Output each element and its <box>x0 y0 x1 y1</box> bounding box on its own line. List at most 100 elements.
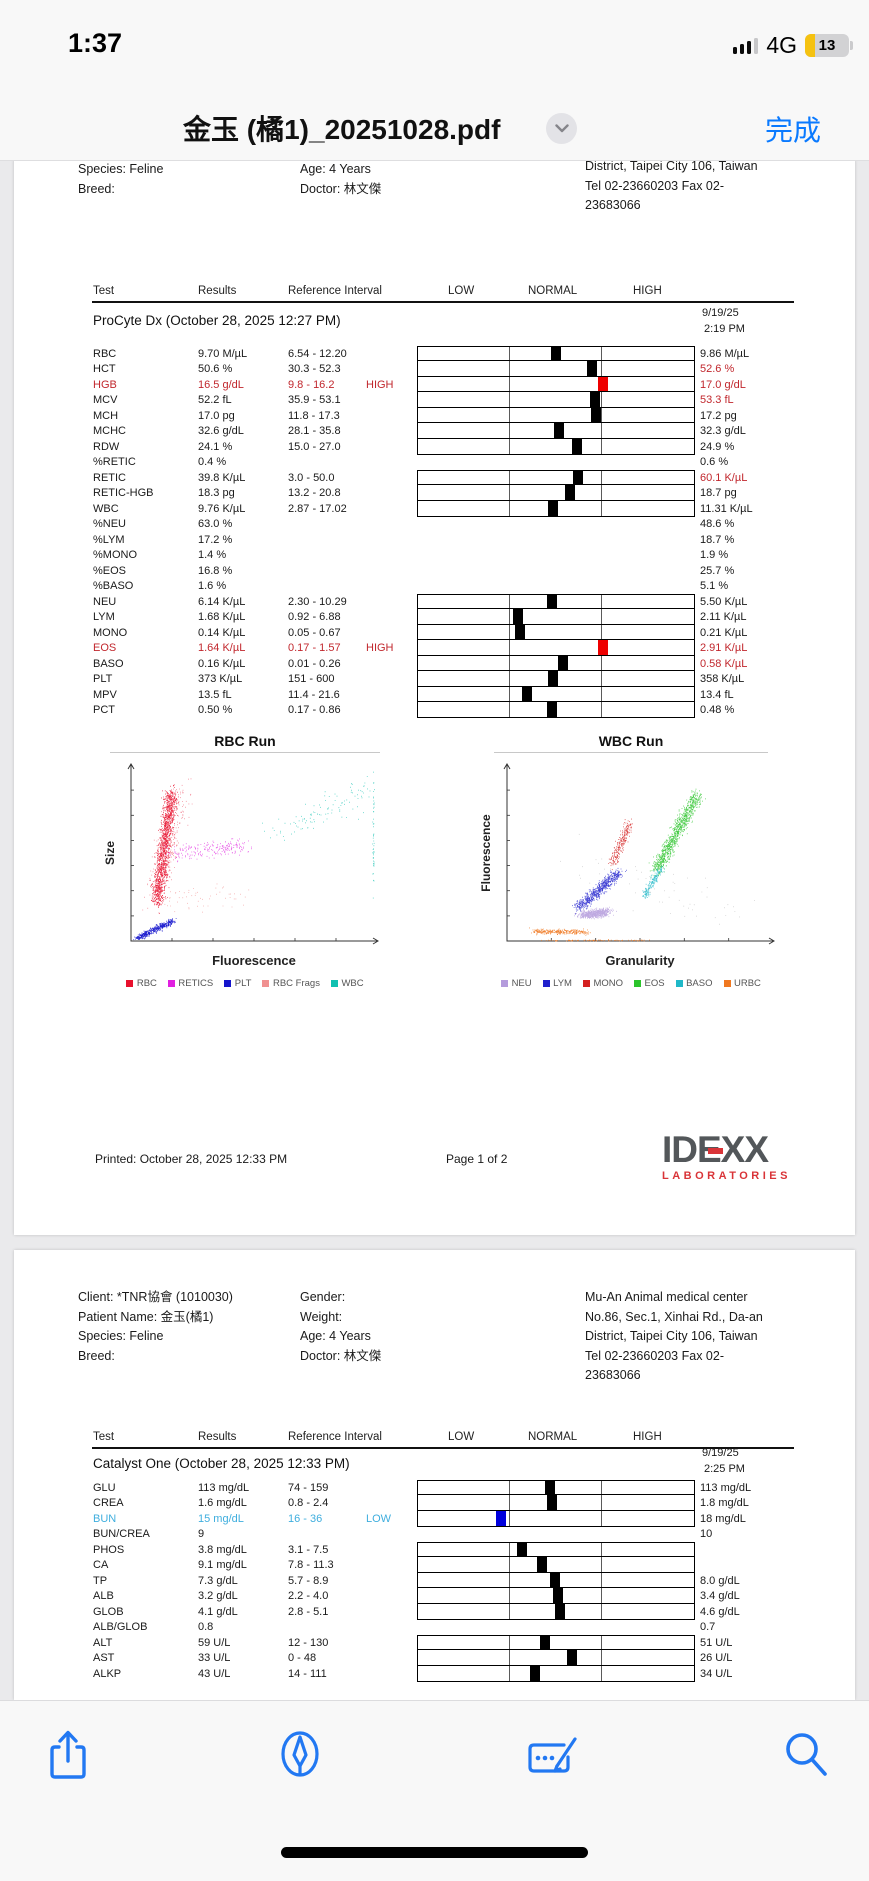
signature-form-icon <box>528 1737 577 1773</box>
home-indicator[interactable] <box>281 1847 588 1858</box>
previous-value: 51 U/L <box>700 1636 733 1649</box>
rbc-run-chart: RBC Run Size Fluorescence RBC RETICS PLT RBC… <box>95 733 395 989</box>
reference-interval: 0.17 - 0.86 <box>288 704 341 716</box>
result-value: 18.3 pg <box>198 487 235 499</box>
legend-swatch <box>723 980 731 987</box>
range-bar <box>417 1664 695 1682</box>
previous-run-datetime: 9/19/25 2:19 PM <box>702 307 745 335</box>
previous-value: 18 mg/dL <box>700 1512 746 1525</box>
range-bar <box>417 406 695 424</box>
logo-subtext: LABORATORIES <box>662 1170 791 1182</box>
previous-value: 17.2 pg <box>700 409 737 422</box>
lab-row: %EOS 16.8 % 25.7 % <box>14 563 855 579</box>
result-marker <box>573 471 584 485</box>
title-menu-button[interactable] <box>546 113 577 144</box>
pdf-page-1[interactable]: Species: Feline Breed: Age: 4 Years Doct… <box>14 159 855 1235</box>
col-header-low: LOW <box>448 1431 475 1443</box>
range-bar <box>417 437 695 455</box>
legend-label: EOS <box>644 978 665 989</box>
lab-row: AST 33 U/L 0 - 48 26 U/L <box>14 1649 855 1666</box>
reference-interval: 0.17 - 1.57 <box>288 642 341 654</box>
previous-value: 1.9 % <box>700 549 729 561</box>
col-header-test: Test <box>93 285 115 297</box>
result-marker <box>513 609 524 624</box>
test-name: GLU <box>93 1481 116 1494</box>
logo-wordmark: IDEXX <box>662 1129 769 1170</box>
test-name: BUN/CREA <box>93 1528 150 1540</box>
done-button[interactable]: 完成 <box>764 115 821 146</box>
range-bar <box>417 608 695 625</box>
battery-fill <box>805 34 815 57</box>
top-bar: 1:37 4G 13 金玉 (橘1)_20251028.pdf 完成 <box>0 0 869 161</box>
range-bar <box>417 1649 695 1666</box>
lab-row: RBC 9.70 M/µL 6.54 - 12.20 9.86 M/µL <box>14 346 855 362</box>
range-bar <box>417 1602 695 1620</box>
result-value: 1.6 % <box>198 580 227 592</box>
header-rule <box>92 1447 794 1449</box>
col-header-results: Results <box>198 1431 237 1443</box>
range-bar <box>417 1556 695 1573</box>
pdf-page-2[interactable]: Client: *TNR協會 (1010030) Patient Name: 金… <box>14 1250 855 1700</box>
result-value: 3.2 g/dL <box>198 1590 238 1602</box>
lab-row: GLU 113 mg/dL 74 - 159 113 mg/dL <box>14 1480 855 1496</box>
test-name: ALB <box>93 1590 114 1602</box>
result-marker <box>539 1636 550 1650</box>
share-button[interactable] <box>40 1727 96 1783</box>
legend-item: NEU <box>501 978 532 989</box>
test-name: %BASO <box>93 580 134 592</box>
title-underline <box>494 752 768 753</box>
range-bar <box>417 499 695 517</box>
result-value: 0.4 % <box>198 456 227 468</box>
result-marker <box>557 655 568 671</box>
result-marker <box>547 595 558 609</box>
range-bar <box>417 1509 695 1527</box>
page-number: Page 1 of 2 <box>446 1152 508 1166</box>
previous-value: 0.48 % <box>700 704 735 716</box>
analyzer-panel-title: ProCyte Dx (October 28, 2025 12:27 PM) <box>93 313 341 328</box>
legend-label: URBC <box>734 978 761 989</box>
lab-row: RETIC 39.8 K/µL 3.0 - 50.0 60.1 K/µL <box>14 470 855 486</box>
test-name: CREA <box>93 1497 124 1509</box>
legend-item: RBC <box>126 978 157 989</box>
test-name: MONO <box>93 626 128 639</box>
reference-interval: 0.05 - 0.67 <box>288 626 341 639</box>
search-button[interactable] <box>778 1727 834 1783</box>
reference-interval: 14 - 111 <box>288 1667 327 1680</box>
legend-swatch <box>167 980 175 987</box>
previous-value: 17.0 g/dL <box>700 378 746 391</box>
patient-info-col1: Client: *TNR協會 (1010030) Patient Name: 金… <box>78 1290 233 1363</box>
reference-interval: 2.87 - 17.02 <box>288 502 347 515</box>
lab-row: MCHC 32.6 g/dL 28.1 - 35.8 32.3 g/dL <box>14 422 855 439</box>
result-value: 0.14 K/µL <box>198 626 246 639</box>
previous-value: 0.6 % <box>700 456 729 468</box>
test-name: %LYM <box>93 533 125 546</box>
legend-item: MONO <box>582 978 623 989</box>
result-value: 16.8 % <box>198 564 233 577</box>
previous-value: 13.4 fL <box>700 688 734 701</box>
legend-swatch <box>224 980 232 987</box>
previous-value: 8.0 g/dL <box>700 1574 740 1587</box>
document-title: 金玉 (橘1)_20251028.pdf <box>183 114 501 145</box>
reference-interval: 13.2 - 20.8 <box>288 487 341 499</box>
lab-row: LYM 1.68 K/µL 0.92 - 6.88 2.11 K/µL <box>14 608 855 625</box>
lab-row: TP 7.3 g/dL 5.7 - 8.9 8.0 g/dL <box>14 1571 855 1589</box>
lab-row: BASO 0.16 K/µL 0.01 - 0.26 0.58 K/µL <box>14 654 855 672</box>
reference-interval: 30.3 - 52.3 <box>288 363 341 375</box>
fill-and-sign-button[interactable] <box>524 1727 580 1783</box>
legend-item: BASO <box>675 978 713 989</box>
previous-value: 0.7 <box>700 1621 716 1633</box>
result-value: 9.1 mg/dL <box>198 1559 247 1571</box>
reference-interval: 0.8 - 2.4 <box>288 1497 329 1509</box>
reference-interval: 15.0 - 27.0 <box>288 440 341 453</box>
result-marker <box>548 671 559 686</box>
search-icon <box>786 1733 827 1776</box>
test-name: %MONO <box>93 549 137 561</box>
markup-button[interactable] <box>272 1727 328 1783</box>
result-value: 3.8 mg/dL <box>198 1543 247 1556</box>
test-name: CA <box>93 1559 109 1571</box>
test-name: RETIC <box>93 471 126 484</box>
result-marker <box>537 1557 548 1572</box>
result-value: 24.1 % <box>198 440 233 453</box>
test-name: PCT <box>93 704 115 716</box>
reference-interval: 74 - 159 <box>288 1481 329 1494</box>
